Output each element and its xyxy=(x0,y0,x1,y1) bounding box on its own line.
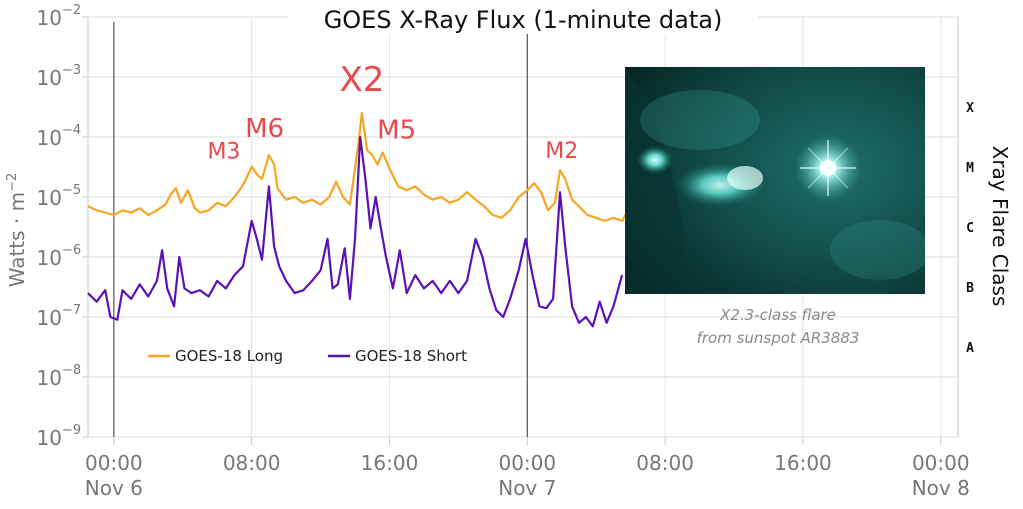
flare-annotation-x2: X2 xyxy=(339,60,384,100)
y-tick-labels: 10−210−310−410−510−610−710−810−9 xyxy=(37,3,88,450)
flare-class-label: C xyxy=(966,221,974,236)
chart-title-background xyxy=(288,2,758,34)
x-tick-time: 16:00 xyxy=(774,451,832,475)
flare-class-label: X xyxy=(966,101,974,116)
y-tick-label: 10 xyxy=(37,366,62,390)
y-tick-label: 10 xyxy=(37,186,62,210)
x-tick-time: 00:00 xyxy=(85,451,143,475)
y-tick-exponent: −2 xyxy=(62,3,81,18)
y-tick-label: 10 xyxy=(37,246,62,270)
y-tick-exponent: −3 xyxy=(62,63,81,78)
y-tick-label: 10 xyxy=(37,426,62,450)
series-lines xyxy=(87,112,632,328)
flare-annotation-m5: M5 xyxy=(377,116,416,146)
y-tick-exponent: −7 xyxy=(62,303,81,318)
y-tick-label: 10 xyxy=(37,6,62,30)
y-tick-exponent: −6 xyxy=(62,243,81,258)
y-tick-label: 10 xyxy=(37,306,62,330)
flare-class-label: A xyxy=(966,341,974,356)
y-tick-label: 10 xyxy=(37,126,62,150)
y-tick-exponent: −8 xyxy=(62,363,81,378)
x-tick-time: 16:00 xyxy=(361,451,419,475)
day-boundary-lines xyxy=(113,22,528,437)
legend: GOES-18 Long GOES-18 Short xyxy=(148,347,467,365)
x-tick-time: 00:00 xyxy=(498,451,556,475)
x-tick-date: Nov 6 xyxy=(85,476,143,500)
series-line-goes18-long xyxy=(87,112,632,222)
flare-class-label: M xyxy=(966,161,974,176)
solar-image-inset xyxy=(625,67,925,294)
flare-annotation-m2: M2 xyxy=(545,139,578,164)
legend-label-short: GOES-18 Short xyxy=(355,347,467,365)
flare-annotation-m3: M3 xyxy=(207,140,240,165)
right-axis-label: Xray Flare Class xyxy=(988,146,1012,307)
series-line-goes18-short xyxy=(87,135,624,328)
x-tick-date: Nov 8 xyxy=(912,476,970,500)
x-tick-time: 00:00 xyxy=(912,451,970,475)
inset-caption-line2: from sunspot AR3883 xyxy=(697,329,860,347)
y-tick-exponent: −4 xyxy=(62,123,81,138)
flare-class-label: B xyxy=(966,281,974,296)
y-tick-exponent: −9 xyxy=(62,423,81,438)
y-axis-label: Watts · m−2 xyxy=(5,173,29,288)
legend-label-long: GOES-18 Long xyxy=(175,347,283,365)
flare-class-labels: X M C B A xyxy=(966,101,974,356)
y-tick-exponent: −5 xyxy=(62,183,81,198)
chart-title: GOES X-Ray Flux (1-minute data) xyxy=(324,6,723,34)
x-tick-time: 08:00 xyxy=(636,451,694,475)
x-tick-time: 08:00 xyxy=(223,451,281,475)
flare-annotation-m6: M6 xyxy=(245,114,284,144)
y-tick-label: 10 xyxy=(37,66,62,90)
inset-caption-line1: X2.3-class flare xyxy=(719,306,836,324)
x-tick-date: Nov 7 xyxy=(498,476,556,500)
